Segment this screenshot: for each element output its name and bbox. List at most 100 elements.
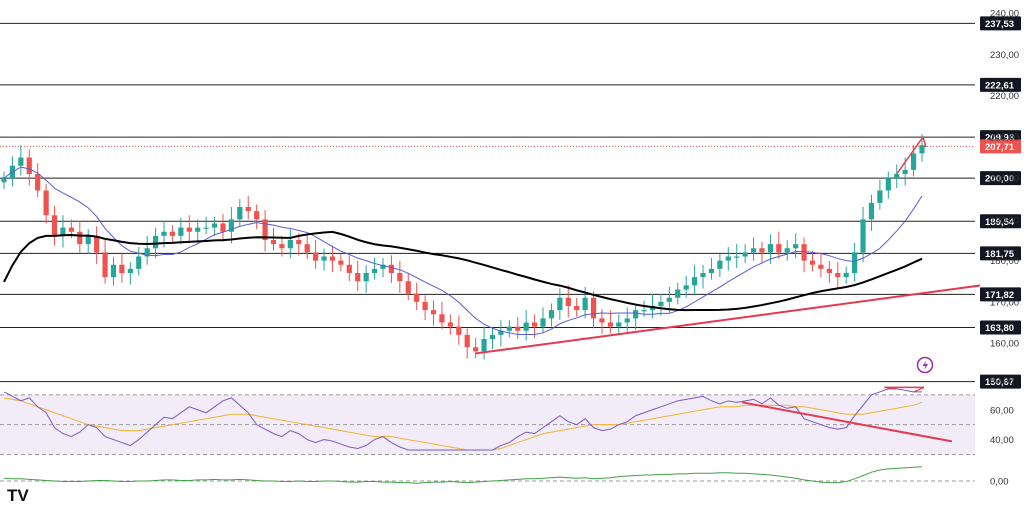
candle-body bbox=[717, 260, 723, 269]
last-price-badge bbox=[980, 139, 1021, 154]
candle bbox=[220, 214, 226, 242]
candle bbox=[363, 264, 369, 293]
candle-body bbox=[329, 256, 336, 261]
candle-body bbox=[734, 256, 740, 258]
candle bbox=[195, 219, 201, 244]
ma-long-line bbox=[3, 230, 923, 312]
candle-body bbox=[363, 273, 369, 282]
candle-body bbox=[919, 145, 925, 154]
candle-body bbox=[523, 322, 529, 331]
candle bbox=[801, 237, 807, 273]
candle bbox=[144, 235, 150, 265]
candle bbox=[456, 315, 462, 345]
candle bbox=[60, 215, 66, 248]
candle bbox=[793, 233, 799, 259]
candle-body bbox=[658, 301, 664, 306]
candle-body bbox=[51, 215, 58, 236]
candle bbox=[852, 242, 858, 282]
candle bbox=[102, 240, 108, 284]
candle bbox=[894, 164, 900, 189]
candle bbox=[523, 310, 529, 341]
candle-body bbox=[144, 248, 150, 257]
candle-body bbox=[910, 153, 917, 170]
candle bbox=[51, 205, 58, 246]
candle-body bbox=[565, 297, 571, 306]
candle bbox=[590, 291, 597, 329]
candle-body bbox=[186, 227, 192, 232]
candle-body bbox=[473, 347, 479, 352]
candle bbox=[464, 328, 470, 359]
candle-body bbox=[894, 174, 900, 179]
candle-body bbox=[430, 310, 437, 315]
candle-body bbox=[675, 289, 681, 298]
alert-icon[interactable] bbox=[916, 356, 934, 374]
rsi-tick-label: 80,00 bbox=[990, 375, 1014, 386]
candle-body bbox=[835, 273, 841, 278]
candle-body bbox=[868, 202, 875, 220]
candle-body bbox=[456, 326, 462, 335]
candle bbox=[338, 254, 344, 272]
rsi-ma-line bbox=[3, 397, 923, 451]
candle-body bbox=[85, 235, 91, 245]
candle-body bbox=[321, 256, 327, 261]
candle-body bbox=[102, 252, 108, 278]
candle-body bbox=[245, 207, 251, 212]
candle bbox=[43, 183, 49, 224]
candle-body bbox=[380, 264, 386, 269]
candle bbox=[708, 257, 715, 280]
candle-body bbox=[313, 252, 319, 261]
rsi-tick-label: 40,00 bbox=[990, 435, 1014, 446]
candle bbox=[237, 198, 243, 226]
candle-body bbox=[169, 231, 176, 236]
candle bbox=[211, 216, 218, 236]
candle-body bbox=[355, 273, 361, 282]
level-label: 200,00 bbox=[985, 174, 1014, 185]
candle bbox=[380, 258, 386, 278]
candle bbox=[835, 262, 841, 289]
candle bbox=[692, 264, 698, 296]
candle bbox=[624, 307, 630, 333]
candle-body bbox=[371, 268, 378, 273]
candle-body bbox=[582, 297, 588, 311]
candle bbox=[414, 282, 420, 311]
candle-body bbox=[388, 264, 395, 273]
candle-body bbox=[885, 178, 891, 191]
candle-body bbox=[304, 244, 310, 253]
candle bbox=[860, 207, 866, 263]
candle bbox=[321, 248, 327, 271]
candle-body bbox=[1, 178, 7, 183]
candle bbox=[557, 288, 563, 321]
price-tick-label: 160,00 bbox=[990, 339, 1019, 350]
candle-body bbox=[464, 334, 470, 348]
candle bbox=[136, 247, 142, 276]
candle-body bbox=[397, 273, 403, 282]
candle-body bbox=[540, 318, 546, 327]
candle-body bbox=[826, 268, 832, 273]
candle bbox=[885, 171, 891, 199]
candle bbox=[1, 171, 7, 189]
candle-body bbox=[818, 264, 824, 269]
candle bbox=[254, 204, 260, 230]
candle bbox=[405, 273, 411, 301]
candle-body bbox=[624, 318, 630, 323]
candle-body bbox=[590, 297, 597, 319]
candle bbox=[675, 282, 681, 305]
candle bbox=[355, 260, 361, 292]
candle bbox=[700, 264, 706, 289]
candle-body bbox=[683, 285, 689, 290]
candle-body bbox=[860, 219, 866, 253]
candle bbox=[313, 240, 319, 269]
candle-body bbox=[26, 157, 32, 174]
short-trendline bbox=[896, 136, 924, 175]
candle-body bbox=[94, 235, 100, 253]
candle bbox=[304, 234, 310, 259]
candle bbox=[607, 310, 613, 334]
candle-body bbox=[68, 227, 74, 232]
candle-body bbox=[77, 231, 83, 245]
candles bbox=[1, 134, 925, 360]
horizontal-levels: 237,53 222,61 209,93 200,00 189,54 181,75 171,… bbox=[0, 16, 1021, 389]
candle bbox=[734, 244, 740, 269]
candle bbox=[262, 209, 268, 252]
candle-body bbox=[852, 252, 858, 273]
